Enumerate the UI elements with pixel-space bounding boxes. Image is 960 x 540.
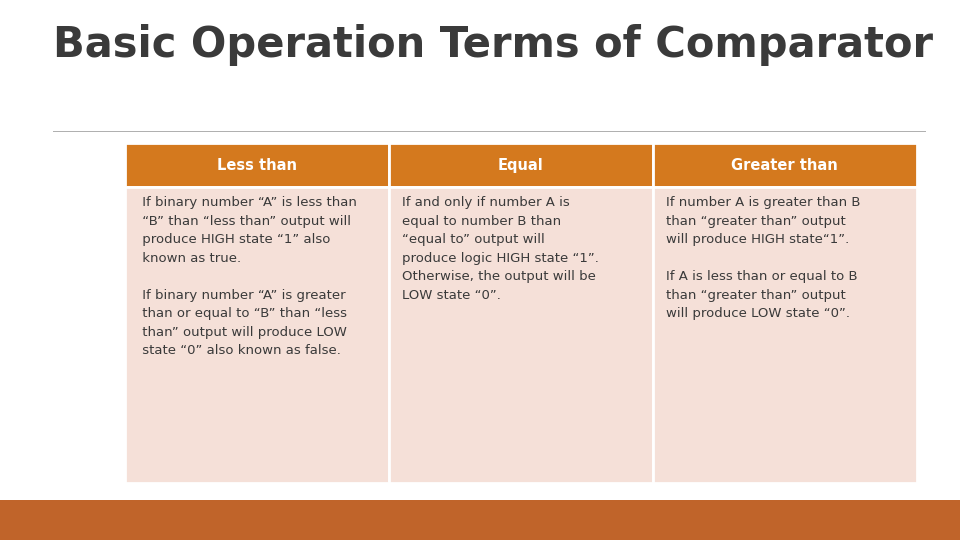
Text: If and only if number A is
equal to number B than
“equal to” output will
produce: If and only if number A is equal to numb… [402, 196, 599, 302]
Text: Less than: Less than [217, 158, 297, 173]
Text: If binary number “A” is less than
 “B” than “less than” output will
 produce HIG: If binary number “A” is less than “B” th… [138, 196, 357, 357]
Text: Greater than: Greater than [732, 158, 838, 173]
Text: Basic Operation Terms of Comparator: Basic Operation Terms of Comparator [53, 24, 933, 66]
Text: If number A is greater than B
than “greater than” output
will produce HIGH state: If number A is greater than B than “grea… [666, 196, 860, 320]
Text: Equal: Equal [498, 158, 543, 173]
